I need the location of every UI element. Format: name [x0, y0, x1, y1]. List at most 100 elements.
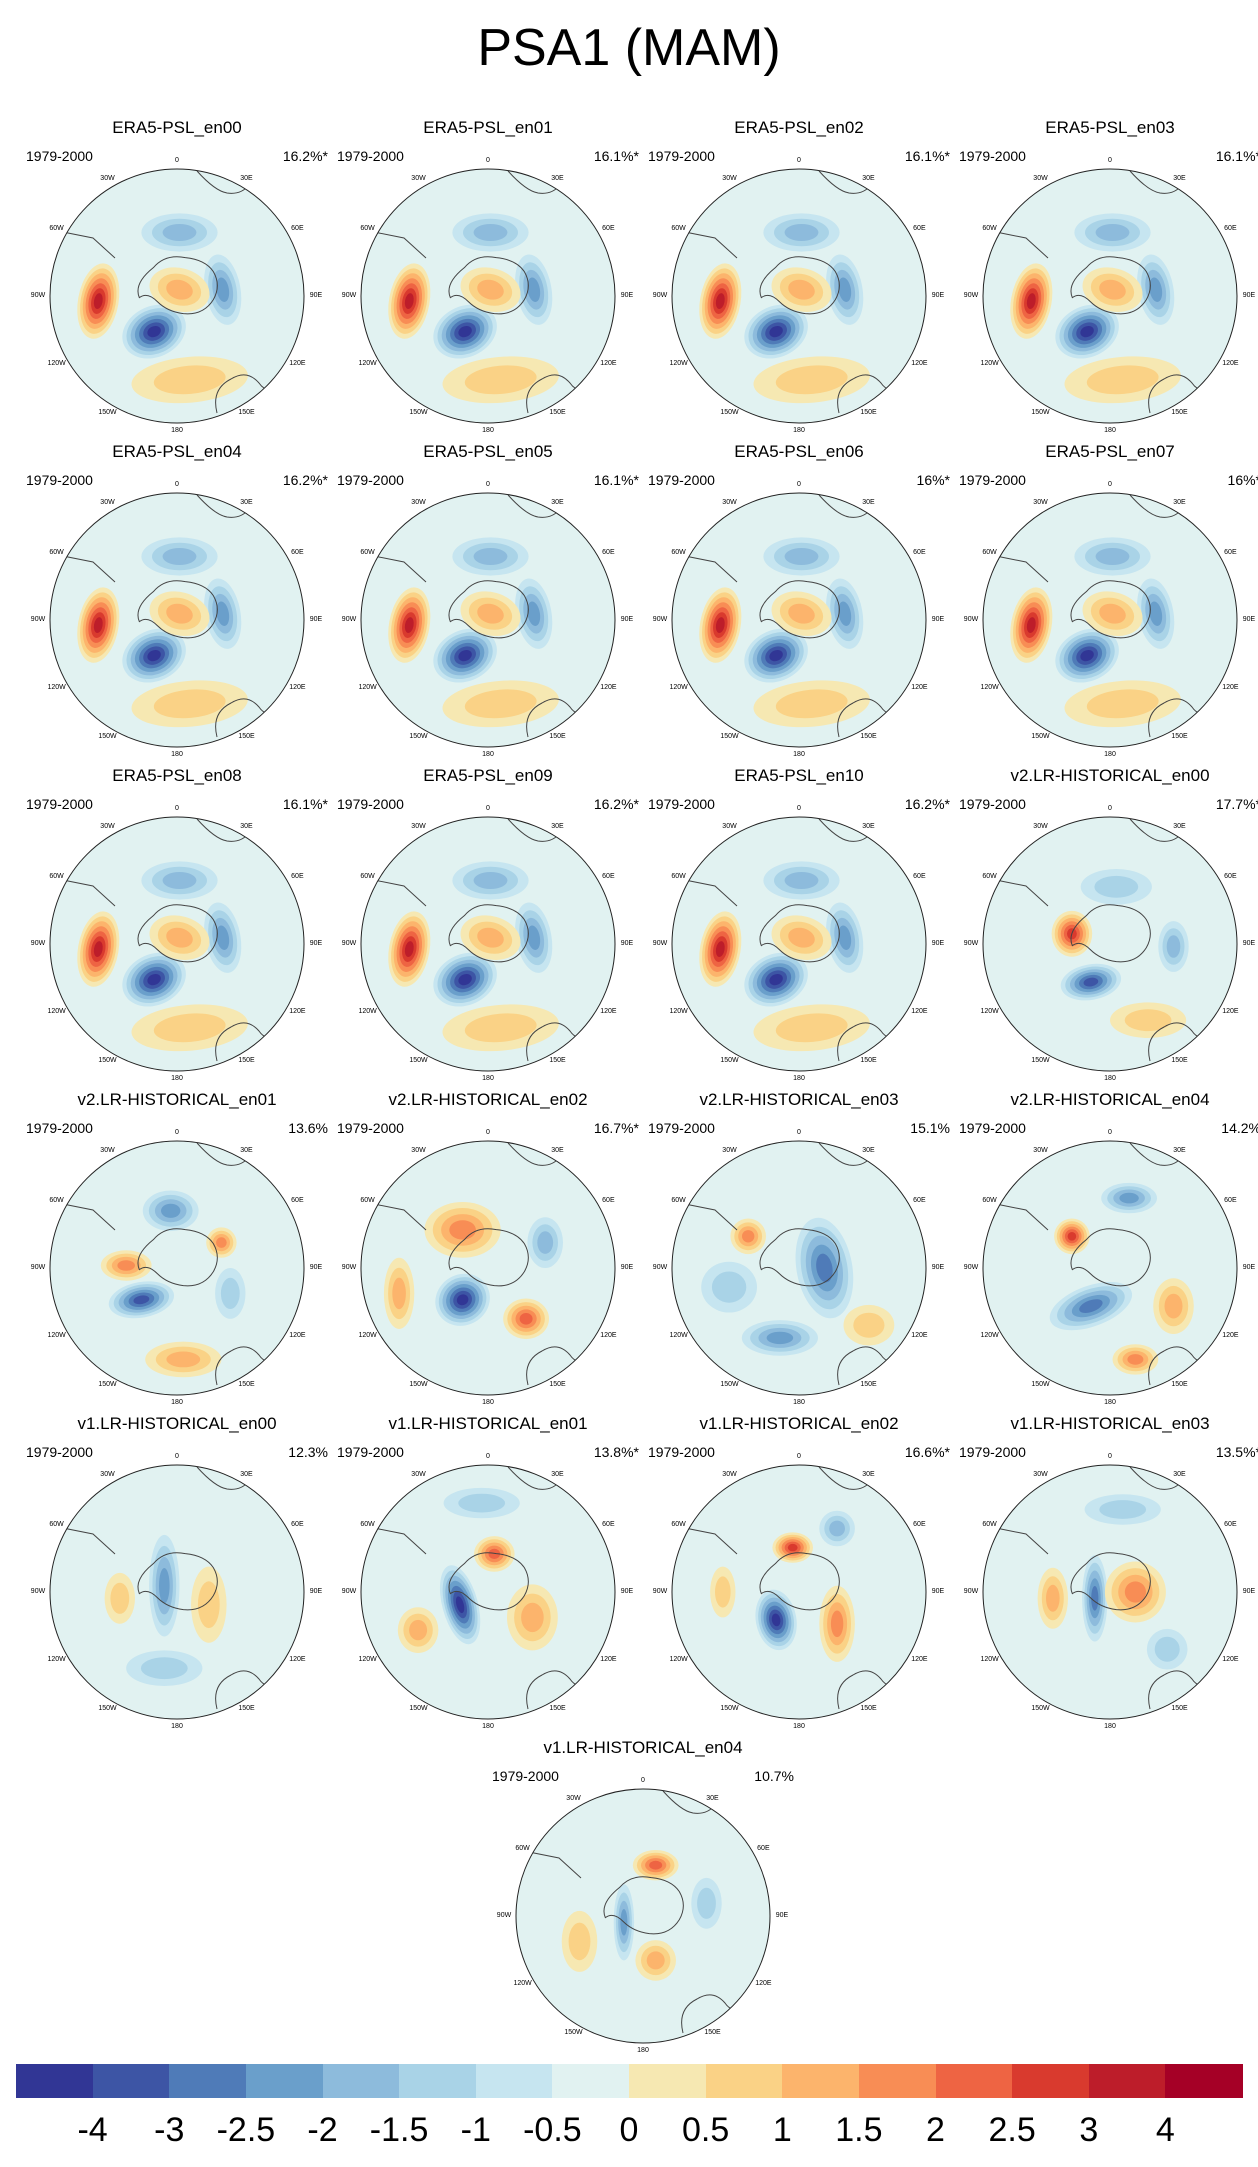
anomaly-contour	[1124, 1009, 1172, 1032]
map-panel: 0 30E 60E 90E 120E 150E 180 150W 120W 90W 60W 30W ER…	[644, 766, 954, 1082]
longitude-label: 0	[797, 1129, 801, 1136]
longitude-label: 60W	[49, 548, 64, 556]
longitude-label: 90E	[309, 1588, 323, 1595]
longitude-label: 120E	[911, 683, 928, 691]
longitude-label: 90W	[963, 1588, 979, 1595]
longitude-label: 150E	[238, 1704, 255, 1712]
anomaly-contour	[477, 279, 504, 300]
polar-map	[49, 1140, 305, 1396]
longitude-label: 90W	[496, 1912, 512, 1919]
longitude-label: 60W	[515, 1844, 530, 1852]
longitude-label: 60E	[913, 548, 926, 556]
map-boundary	[515, 1788, 771, 2044]
antarctica-coastline	[448, 904, 529, 963]
panel-variance: 16.1%*	[593, 148, 639, 164]
longitude-label: 60E	[602, 1520, 615, 1528]
panel-period: 1979-2000	[648, 796, 715, 812]
map-boundary	[671, 1140, 927, 1396]
anomaly-contour	[220, 1277, 240, 1309]
longitude-label: 150E	[1171, 1056, 1188, 1064]
anomaly-contour	[519, 1313, 533, 1325]
panel-title: ERA5-PSL_en06	[734, 442, 864, 461]
longitude-label: 30E	[240, 823, 253, 831]
longitude-label: 150E	[549, 1380, 566, 1388]
anomaly-contour	[769, 649, 783, 662]
panel-title: v1.LR-HISTORICAL_en04	[543, 1738, 743, 1757]
longitude-label: 0	[1108, 157, 1112, 164]
longitude-label: 90W	[652, 1264, 668, 1271]
anomaly-contour	[1099, 1500, 1147, 1519]
longitude-label: 90E	[1242, 1588, 1256, 1595]
polar-map	[360, 492, 616, 748]
polar-map	[515, 1788, 771, 2044]
longitude-label: 0	[1108, 1453, 1112, 1460]
polar-map	[982, 1140, 1238, 1396]
anomaly-contour	[775, 1013, 848, 1043]
map-panel: 0 30E 60E 90E 120E 150E 180 150W 120W 90W 60W 30W v1…	[644, 1414, 954, 1730]
longitude-label: 180	[482, 1075, 494, 1082]
panel-variance: 13.6%	[288, 1120, 328, 1136]
map-background	[516, 1789, 770, 2043]
longitude-label: 90E	[1242, 940, 1256, 947]
longitude-label: 30E	[1173, 1147, 1186, 1155]
anomaly-contour	[1080, 649, 1094, 662]
antarctica-coastline	[1070, 1228, 1151, 1287]
longitude-label: 120E	[289, 1655, 306, 1663]
map-panel: 0 30E 60E 90E 120E 150E 180 150W 120W 90W 60W 30W v2…	[644, 1090, 954, 1406]
panel-variance: 16.7%*	[593, 1120, 639, 1136]
longitude-label: 120E	[600, 1331, 617, 1339]
anomaly-contour	[216, 277, 230, 302]
colorbar-cell	[1165, 2064, 1243, 2098]
longitude-label: 30E	[551, 175, 564, 183]
map-panel: 0 30E 60E 90E 120E 150E 180 150W 120W 90W 60W 30W ER…	[333, 442, 643, 758]
map-panel: 0 30E 60E 90E 120E 150E 180 150W 120W 90W 60W 30W v1…	[333, 1414, 643, 1730]
anomaly-contour	[1166, 935, 1181, 958]
panel-period: 1979-2000	[337, 1444, 404, 1460]
longitude-label: 150W	[98, 732, 117, 740]
longitude-label: 60E	[1224, 548, 1237, 556]
longitude-label: 120E	[600, 1007, 617, 1015]
colorbar-label: 3	[1079, 2111, 1099, 2149]
longitude-label: 0	[486, 481, 490, 488]
anomaly-contour	[477, 603, 504, 624]
anomaly-contour	[775, 689, 848, 719]
longitude-label: 30W	[1033, 175, 1048, 183]
longitude-label: 30W	[566, 1795, 581, 1803]
anomaly-contour	[1095, 548, 1130, 565]
longitude-label: 60W	[671, 872, 686, 880]
longitude-label: 60W	[49, 872, 64, 880]
anomaly-contour	[1099, 603, 1126, 624]
longitude-label: 150E	[704, 2028, 721, 2036]
colorbar-label: -3	[154, 2111, 185, 2149]
map-panel: 0 30E 60E 90E 120E 150E 180 150W 120W 90W 60W 30W ER…	[955, 442, 1258, 758]
anomaly-contour	[1086, 689, 1159, 719]
anomaly-contour	[527, 601, 541, 626]
longitude-label: 60W	[982, 1520, 997, 1528]
colorbar-label: -0.5	[523, 2111, 582, 2149]
longitude-label: 180	[637, 2047, 649, 2054]
colorbar	[16, 2064, 1243, 2098]
anomaly-contour	[110, 1582, 130, 1614]
longitude-label: 30W	[1033, 1471, 1048, 1479]
longitude-label: 90E	[309, 940, 323, 947]
anomaly-contour	[162, 872, 197, 889]
panel-variance: 16.1%*	[593, 472, 639, 488]
longitude-label: 120E	[289, 1331, 306, 1339]
anomaly-contour	[166, 927, 193, 948]
polar-map	[982, 1464, 1238, 1720]
map-boundary	[360, 1464, 616, 1720]
longitude-label: 60E	[1224, 1520, 1237, 1528]
longitude-label: 30E	[1173, 823, 1186, 831]
colorbar-label: 4	[1155, 2111, 1175, 2149]
anomaly-contour	[527, 277, 541, 302]
panel-period: 1979-2000	[648, 1444, 715, 1460]
longitude-label: 60W	[671, 224, 686, 232]
anomaly-contour	[1067, 1232, 1077, 1241]
anomaly-contour	[166, 603, 193, 624]
longitude-label: 60W	[49, 1520, 64, 1528]
longitude-label: 120E	[755, 1979, 772, 1987]
anomaly-contour	[404, 941, 414, 958]
anomaly-contour	[788, 603, 815, 624]
panel-variance: 16%*	[916, 472, 950, 488]
colorbar-label: -1	[460, 2111, 491, 2149]
